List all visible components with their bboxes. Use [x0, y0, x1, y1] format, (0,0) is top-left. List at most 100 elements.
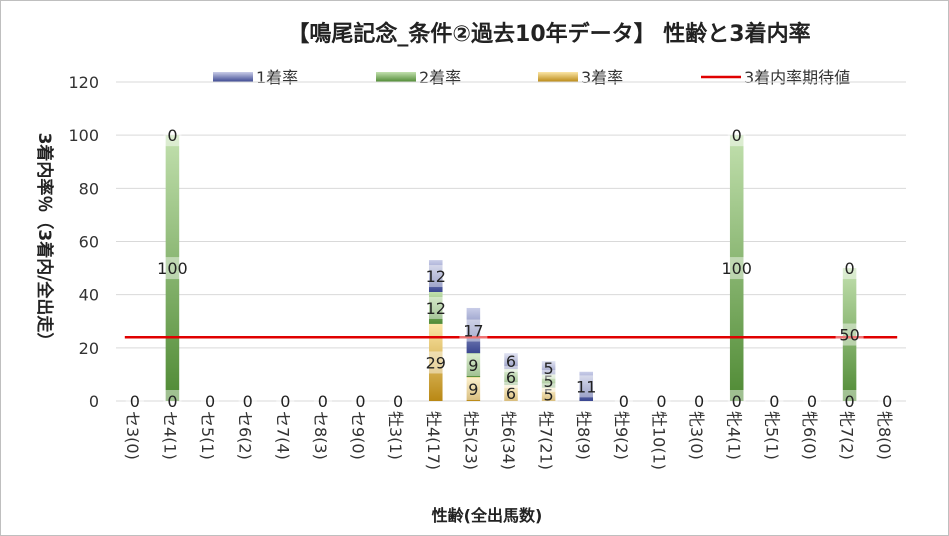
- legend-label: 3着率: [581, 68, 623, 87]
- data-label: 12: [426, 299, 446, 318]
- data-label: 17: [463, 322, 483, 341]
- data-label-bg: [421, 351, 450, 374]
- x-tick-label: 牡6(34): [499, 411, 518, 470]
- bar-2着率-11: [541, 374, 556, 388]
- data-label: 0: [732, 126, 742, 145]
- x-tick-label: セ7(4): [273, 411, 292, 460]
- data-label: 0: [280, 392, 290, 411]
- data-label: 0: [130, 392, 140, 411]
- data-label: 100: [721, 259, 752, 278]
- data-label: 5: [544, 385, 554, 404]
- data-label-bg: [840, 257, 859, 280]
- data-label: 0: [318, 392, 328, 411]
- x-tick-label: 牡10(1): [649, 411, 668, 470]
- data-label: 9: [468, 356, 478, 375]
- data-label-bg: [389, 390, 408, 412]
- x-tick-label: セ9(0): [349, 411, 368, 460]
- data-label: 0: [167, 126, 177, 145]
- x-tick-label: 牝6(0): [800, 411, 819, 460]
- y-tick-label: 20: [79, 339, 99, 358]
- data-label-bg: [690, 390, 709, 412]
- y-tick-label: 60: [79, 233, 99, 252]
- x-tick-label: 牡7(21): [537, 411, 556, 470]
- bar-3着率-10: [504, 385, 518, 401]
- data-label: 5: [544, 372, 554, 391]
- data-label-bg: [153, 257, 192, 280]
- x-tick-label: 牡4(17): [424, 411, 443, 470]
- x-tick-label: 牝4(1): [725, 411, 744, 460]
- x-tick-label: セ6(2): [236, 411, 255, 460]
- bar-2着率-9: [466, 353, 481, 378]
- y-axis-label: 3着内率％（3着内/全出走）: [34, 133, 55, 350]
- data-label: 6: [506, 368, 516, 387]
- data-label-bg: [539, 370, 558, 393]
- data-label: 0: [844, 259, 854, 278]
- data-label: 0: [243, 392, 253, 411]
- data-label: 11: [576, 377, 596, 396]
- legend-label: 3着内率期待値: [744, 68, 850, 87]
- x-tick-labels: セ3(0) セ4(1) セ5(1) セ6(2) セ7(4) セ8(3) セ9(0) 牡3(1)…: [123, 411, 894, 470]
- data-label: 0: [844, 392, 854, 411]
- data-label: 50: [839, 326, 859, 345]
- bar-3着率-9: [466, 377, 481, 401]
- data-label-bg: [502, 350, 520, 373]
- y-tick-labels: 0 20 40 60 80 100 120: [68, 73, 99, 411]
- y-tick-label: 0: [89, 392, 99, 411]
- data-label: 29: [426, 353, 446, 372]
- data-label-bg: [765, 390, 784, 412]
- data-label-bg: [502, 382, 520, 405]
- y-tick-label: 80: [79, 179, 99, 198]
- data-label: 0: [807, 392, 817, 411]
- bar-2着率-16: [729, 135, 744, 401]
- x-tick-label: 牝8(0): [875, 411, 894, 460]
- data-label-bg: [313, 390, 332, 412]
- data-label: 0: [656, 392, 666, 411]
- x-tick-label: 牡8(9): [574, 411, 593, 460]
- data-label: 0: [167, 392, 177, 411]
- bar-2着率-19: [842, 268, 857, 401]
- bar-1着率-8: [428, 260, 443, 293]
- legend-swatch: [538, 72, 578, 82]
- data-label-bg: [464, 354, 483, 377]
- data-label-bg: [835, 323, 864, 346]
- data-label: 0: [694, 392, 704, 411]
- bar-3着率-11: [541, 387, 556, 401]
- x-tick-label: 牡9(2): [612, 411, 631, 460]
- bar-1着率-12: [579, 371, 594, 401]
- y-tick-label: 120: [68, 73, 99, 92]
- data-label-bg: [727, 390, 746, 412]
- x-tick-label: セ4(1): [160, 411, 179, 460]
- legend-swatch: [213, 72, 253, 82]
- data-label-bg: [125, 390, 144, 412]
- legend-label: 2着率: [419, 68, 461, 87]
- data-label: 6: [506, 384, 516, 403]
- bar-1着率-11: [541, 361, 556, 375]
- data-label: 0: [393, 392, 403, 411]
- legend: 1着率 2着率 3着率 3着内率期待値: [213, 68, 850, 87]
- bar-2着率-8: [428, 292, 443, 324]
- data-label-bg: [539, 383, 558, 406]
- y-gridlines: [116, 81, 906, 402]
- bar-2着率-10: [504, 369, 518, 386]
- x-tick-label: セ8(3): [311, 411, 330, 460]
- data-label: 9: [468, 380, 478, 399]
- y-tick-label: 100: [68, 126, 99, 145]
- data-label-bg: [421, 296, 450, 319]
- data-label: 0: [619, 392, 629, 411]
- data-label: 0: [732, 392, 742, 411]
- data-label: 0: [882, 392, 892, 411]
- data-label-bg: [163, 390, 182, 412]
- data-label-bg: [201, 390, 220, 412]
- x-tick-label: 牡5(23): [461, 411, 480, 470]
- chart-title: 【鳴尾記念_条件②過去10年データ】 性齢と3着内率: [287, 21, 810, 47]
- data-label: 0: [769, 392, 779, 411]
- data-label-bg: [464, 378, 483, 401]
- data-label-bg: [421, 265, 450, 288]
- data-label-bg: [539, 356, 558, 379]
- data-label-bg: [840, 390, 859, 412]
- x-tick-label: 牝5(1): [762, 411, 781, 460]
- legend-label: 1着率: [256, 68, 298, 87]
- data-label-bg: [276, 390, 295, 412]
